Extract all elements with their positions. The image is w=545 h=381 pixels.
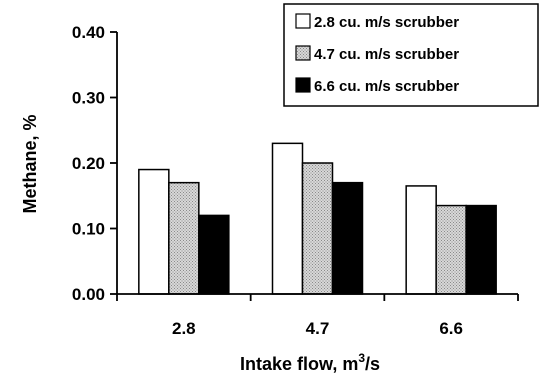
x-axis-title-superscript: 3	[358, 351, 365, 365]
x-axis-title-main: Intake flow, m	[240, 354, 358, 374]
legend-box	[283, 3, 539, 107]
bar-2-2.8	[168, 181, 200, 295]
y-tick-label: 0.30	[72, 89, 105, 108]
x-axis-title-tail: /s	[365, 354, 380, 374]
bar-3-2.8	[198, 214, 230, 295]
x-tick-label: 2.8	[172, 319, 196, 338]
y-tick-label: 0.00	[72, 285, 105, 304]
y-tick-label: 0.40	[72, 23, 105, 42]
bar-3-4.7	[331, 181, 364, 295]
x-tick-label: 6.6	[439, 319, 463, 338]
bar-1-6.6	[405, 185, 437, 295]
y-tick-label: 0.10	[72, 220, 105, 239]
legend-swatch-2	[295, 45, 311, 61]
legend-label-3: 6.6 cu. m/s scrubber	[314, 78, 459, 95]
bar-2-6.6	[435, 204, 467, 295]
legend-label-1: 2.8 cu. m/s scrubber	[314, 14, 459, 31]
x-axis-title: Intake flow, m3/s	[240, 351, 380, 374]
y-tick-label: 0.20	[72, 154, 105, 173]
plot-area: 2.8 4.7 6.6 0.00 0.10 0.20 0.30 0.40	[72, 23, 519, 338]
bar-1-2.8	[138, 168, 170, 295]
x-tick-label: 4.7	[306, 319, 330, 338]
legend: 2.8 cu. m/s scrubber 4.7 cu. m/s scrubber…	[283, 3, 539, 107]
legend-swatch-1	[295, 13, 311, 29]
legend-swatch-3	[295, 77, 311, 93]
bar-2-4.7	[301, 162, 334, 295]
y-axis-title: Methane, %	[20, 114, 40, 213]
bar-3-6.6	[465, 204, 497, 295]
legend-label-2: 4.7 cu. m/s scrubber	[314, 46, 459, 63]
bar-1-4.7	[271, 142, 304, 295]
